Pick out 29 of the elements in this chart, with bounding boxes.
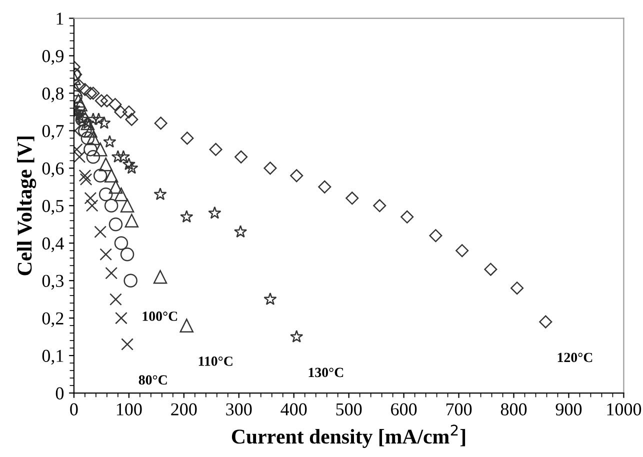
y-tick-label: 0,5 (42, 200, 64, 215)
x-tick-label: 600 (391, 403, 417, 416)
x-axis-title: Current density [mA/cm$^{2}$] (232, 424, 466, 448)
x-tick-label: 700 (446, 403, 472, 416)
y-tick-label: 0,1 (42, 350, 64, 365)
y-tick-label: 0 (56, 387, 64, 400)
series-label: 110°C (198, 356, 232, 366)
series-label: 130°C (308, 368, 344, 378)
x-tick-label: 100 (116, 403, 142, 416)
x-tick-label: 900 (556, 403, 582, 416)
y-tick-label: 0,8 (42, 87, 64, 102)
x-tick-label: 300 (226, 403, 252, 416)
x-tick-label: 800 (500, 403, 527, 416)
y-tick-label: 1 (56, 12, 64, 25)
y-tick-label: 0,2 (42, 312, 64, 328)
y-tick-label: 0,6 (42, 162, 64, 178)
series-label: 80°C (138, 375, 167, 385)
x-tick-label: 200 (171, 403, 197, 416)
x-tick-label: 0 (70, 403, 78, 416)
y-tick-label: 0,4 (42, 237, 64, 252)
x-tick-label: 1000 (607, 403, 642, 416)
y-tick-label: 0,9 (42, 50, 64, 65)
x-tick-label: 500 (336, 403, 362, 416)
y-tick-label: 0,7 (42, 124, 64, 140)
y-tick-label: 0,3 (42, 274, 64, 290)
text: 120°C (558, 352, 592, 362)
x-tick-label: 400 (280, 403, 307, 416)
y-axis-title: Cell Voltage [V] (17, 136, 36, 276)
series-label: 100°C (142, 312, 178, 321)
